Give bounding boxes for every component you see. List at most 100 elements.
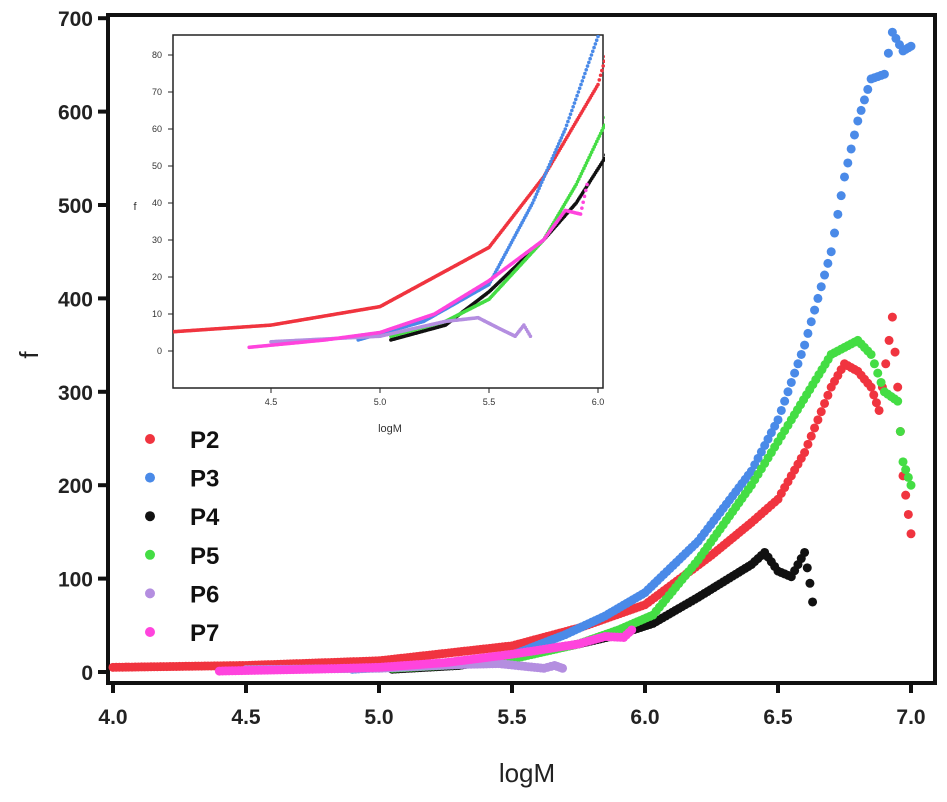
point-p2 [806,431,816,441]
point-p2 [866,382,876,392]
point-p3 [773,415,783,425]
point-p5 [901,465,911,475]
inset-point-p5 [595,139,599,144]
inset-point-p3 [542,174,547,179]
point-p3 [790,368,800,378]
inset-point-p3 [581,75,586,79]
inset-point-p3 [572,101,577,105]
point-p3 [853,116,863,126]
legend-label-p4: P4 [190,504,220,531]
inset-point-p3 [546,165,551,170]
legend-label-p6: P6 [190,581,219,608]
inset-point-p3 [585,64,590,68]
point-p5 [866,349,876,359]
inset-x-tick-label: 6.0 [592,397,605,407]
legend-marker-p6 [145,588,155,599]
inset-point-p3 [594,38,599,42]
inset-point-p3 [550,156,555,161]
inset-point-p5 [601,126,605,130]
inset-point-p3 [555,144,560,149]
point-p3 [793,359,803,369]
point-p3 [833,209,843,219]
point-p3 [840,172,849,182]
point-p3 [796,349,806,359]
point-p3 [849,130,859,140]
x-tick-label: 4.0 [98,706,127,729]
point-p5 [893,396,903,406]
inset-point-p2 [165,330,169,334]
inset-y-tick-label: 10 [152,309,162,319]
legend-marker-p7 [145,627,155,637]
point-p3 [780,396,790,406]
inset-point-p3 [543,171,548,176]
x-tick-label: 7.0 [896,706,925,729]
point-p3 [826,247,836,257]
point-p4 [800,547,810,557]
point-p2 [901,490,911,500]
inset-point-p5 [579,171,584,176]
point-p4 [808,597,818,607]
inset-point-p3 [587,60,591,65]
inset-point-p5 [588,153,593,157]
inset-point-p2 [162,331,166,335]
y-tick-label: 0 [81,662,93,685]
point-p3 [883,48,893,58]
inset-point-p3 [549,159,553,164]
inset-point-p2 [167,330,171,334]
y-tick-label: 200 [58,475,93,498]
inset-point-p3 [538,183,543,188]
inset-point-p3 [532,198,536,202]
point-p2 [869,390,879,400]
point-p2 [903,509,913,519]
point-p3 [856,105,866,115]
inset-point-p3 [566,119,570,124]
inset-point-p2 [597,78,602,82]
point-p6 [558,663,568,673]
inset-point-p3 [590,49,595,54]
main-series-group [108,27,916,676]
x-tick-label: 5.0 [364,706,393,729]
point-p3 [879,69,889,79]
legend-marker-p4 [145,511,155,522]
inset-point-p3 [537,186,541,190]
inset-point-p5 [604,115,605,120]
point-p3 [806,317,816,327]
point-p4 [802,563,812,573]
inset-point-p5 [598,131,603,136]
y-tick-label: 600 [58,102,93,125]
inset-point-p3 [583,71,587,76]
inset-point-p3 [596,35,600,39]
inset-point-p3 [579,82,583,87]
inset-point-p3 [603,4,607,8]
legend-label-p3: P3 [190,466,219,493]
inset-point-p3 [536,189,540,193]
inset-point-p3 [553,150,557,155]
point-p3 [803,328,813,338]
inset-point-p3 [562,130,566,134]
inset-point-p3 [530,201,535,205]
legend-label-p7: P7 [190,620,219,647]
inset-point-p3 [570,108,574,113]
point-p2 [813,415,823,425]
point-p2 [906,529,916,539]
inset-point-p5 [600,128,604,133]
inset-point-p3 [564,123,569,128]
inset-point-p4 [604,153,605,157]
inset-point-p5 [592,145,597,149]
inset-point-p3 [556,142,561,146]
y-tick-label: 400 [58,288,93,311]
inset-point-p3 [554,147,558,152]
point-p2 [816,407,826,417]
main-plot-frame [106,13,937,685]
inset-point-p3 [563,127,568,131]
x-tick-label: 5.5 [497,706,527,729]
x-tick-label: 6.0 [630,706,659,729]
point-p2 [881,359,891,369]
inset-point-p3 [580,79,585,83]
inset-point-p3 [599,22,603,26]
inset-point-p3 [547,162,552,167]
point-p3 [786,377,796,387]
inset-point-p3 [560,133,565,137]
inset-point-p3 [568,112,573,116]
point-p3 [830,228,840,238]
